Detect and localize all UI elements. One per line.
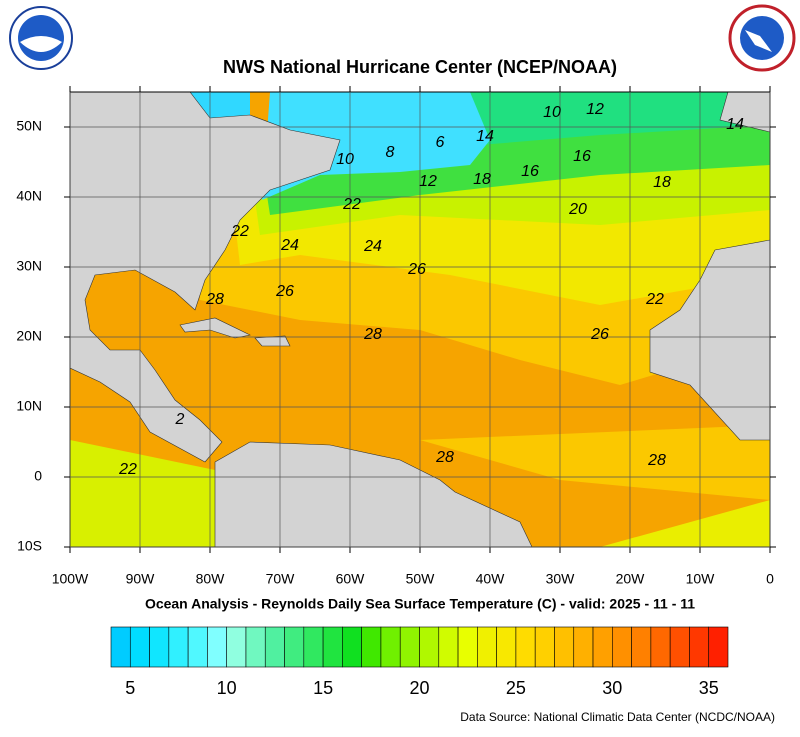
y-tick-label: 30N (16, 258, 42, 274)
colorbar-tick-label: 10 (217, 678, 237, 698)
x-tick-label: 80W (196, 571, 226, 587)
y-tick-label: 10N (16, 398, 42, 414)
map (70, 92, 770, 547)
contour-label: 16 (573, 148, 591, 165)
colorbar-swatch (708, 626, 729, 668)
colorbar-swatch (554, 626, 575, 668)
colorbar-swatch (399, 626, 420, 668)
colorbar-swatch (457, 626, 478, 668)
x-tick-label: 100W (52, 571, 89, 587)
x-tick-label: 20W (616, 571, 646, 587)
chart-title: NWS National Hurricane Center (NCEP/NOAA… (223, 57, 617, 77)
land (179, 317, 251, 339)
colorbar-swatch (264, 626, 285, 668)
subtitle: Ocean Analysis - Reynolds Daily Sea Surf… (145, 596, 695, 612)
contour-label: 12 (419, 173, 437, 190)
colorbar-swatch (496, 626, 517, 668)
contour-label: 10 (543, 104, 561, 121)
x-tick-label: 30W (546, 571, 576, 587)
colorbar-swatch (592, 626, 613, 668)
colorbar-swatch (573, 626, 594, 668)
contour-label: 14 (726, 116, 744, 133)
colorbar-swatch (342, 626, 362, 668)
x-tick-label: 90W (126, 571, 156, 587)
x-tick-label: 10W (686, 571, 716, 587)
colorbar-swatch (245, 626, 266, 668)
colorbar-tick-label: 35 (699, 678, 719, 698)
noaa-logo (9, 6, 73, 70)
land (719, 92, 770, 133)
contour-label: 8 (386, 144, 395, 161)
contour-label: 22 (230, 223, 249, 240)
contour-label: 28 (205, 291, 224, 308)
contour-label: 22 (118, 461, 137, 478)
data-source: Data Source: National Climatic Data Cent… (460, 710, 775, 724)
contour-label: 28 (647, 452, 666, 469)
contour-label: 26 (275, 283, 294, 300)
contour-label: 26 (590, 326, 609, 343)
colorbar-tick-label: 20 (409, 678, 429, 698)
colorbar-swatch (226, 626, 247, 668)
colorbar-swatch (110, 626, 131, 668)
colorbar-swatch (650, 626, 671, 668)
y-tick-label: 10S (17, 538, 42, 554)
colorbar-swatch (303, 626, 324, 668)
contour-label: 2 (175, 411, 185, 428)
contour-label: 12 (586, 101, 604, 118)
colorbar-swatch (284, 626, 305, 668)
colorbar-swatch (187, 626, 208, 668)
contour-label: 18 (653, 174, 671, 191)
contour-label: 16 (521, 163, 539, 180)
y-tick-label: 20N (16, 328, 42, 344)
contour-label: 6 (436, 134, 445, 151)
land (214, 441, 533, 547)
colorbar-swatch (612, 626, 632, 668)
colorbar-tick-label: 15 (313, 678, 333, 698)
contour-label: 24 (363, 238, 382, 255)
colorbar-swatch (438, 626, 459, 668)
land (70, 92, 341, 463)
colorbar-swatch (515, 626, 536, 668)
colorbar-tick-label: 5 (125, 678, 135, 698)
colorbar-swatch (380, 626, 401, 668)
x-tick-label: 40W (476, 571, 506, 587)
colorbar-swatch (322, 626, 343, 668)
colorbar-swatch (534, 626, 555, 668)
colorbar-swatch (361, 626, 382, 668)
contour-label: 18 (473, 171, 491, 188)
contour-label: 22 (342, 196, 361, 213)
colorbar-swatch (149, 626, 170, 668)
colorbar-tick-label: 25 (506, 678, 526, 698)
x-tick-label: 70W (266, 571, 296, 587)
colorbar-swatch (207, 626, 227, 668)
colorbar-swatch (477, 626, 497, 668)
contour-label: 10 (336, 151, 354, 168)
contour-label: 20 (568, 201, 587, 218)
contour-label: 28 (435, 449, 454, 466)
contour-label: 26 (407, 261, 426, 278)
y-tick-label: 40N (16, 188, 42, 204)
colorbar-tick-label: 30 (602, 678, 622, 698)
contour-label: 24 (280, 237, 299, 254)
colorbar-swatch (669, 626, 690, 668)
contour-label: 14 (476, 128, 494, 145)
x-tick-label: 50W (406, 571, 436, 587)
x-tick-label: 0 (766, 571, 774, 587)
colorbar-swatch (168, 626, 189, 668)
y-tick-label: 50N (16, 118, 42, 134)
colorbar-swatch (631, 626, 652, 668)
nws-logo (728, 4, 796, 72)
contour-label: 28 (363, 326, 382, 343)
colorbar-swatch (419, 626, 440, 668)
colorbar-swatch (129, 626, 150, 668)
y-tick-label: 0 (34, 468, 42, 484)
land (649, 239, 770, 441)
contour-label: 22 (645, 291, 664, 308)
colorbar-swatch (689, 626, 710, 668)
x-tick-label: 60W (336, 571, 366, 587)
